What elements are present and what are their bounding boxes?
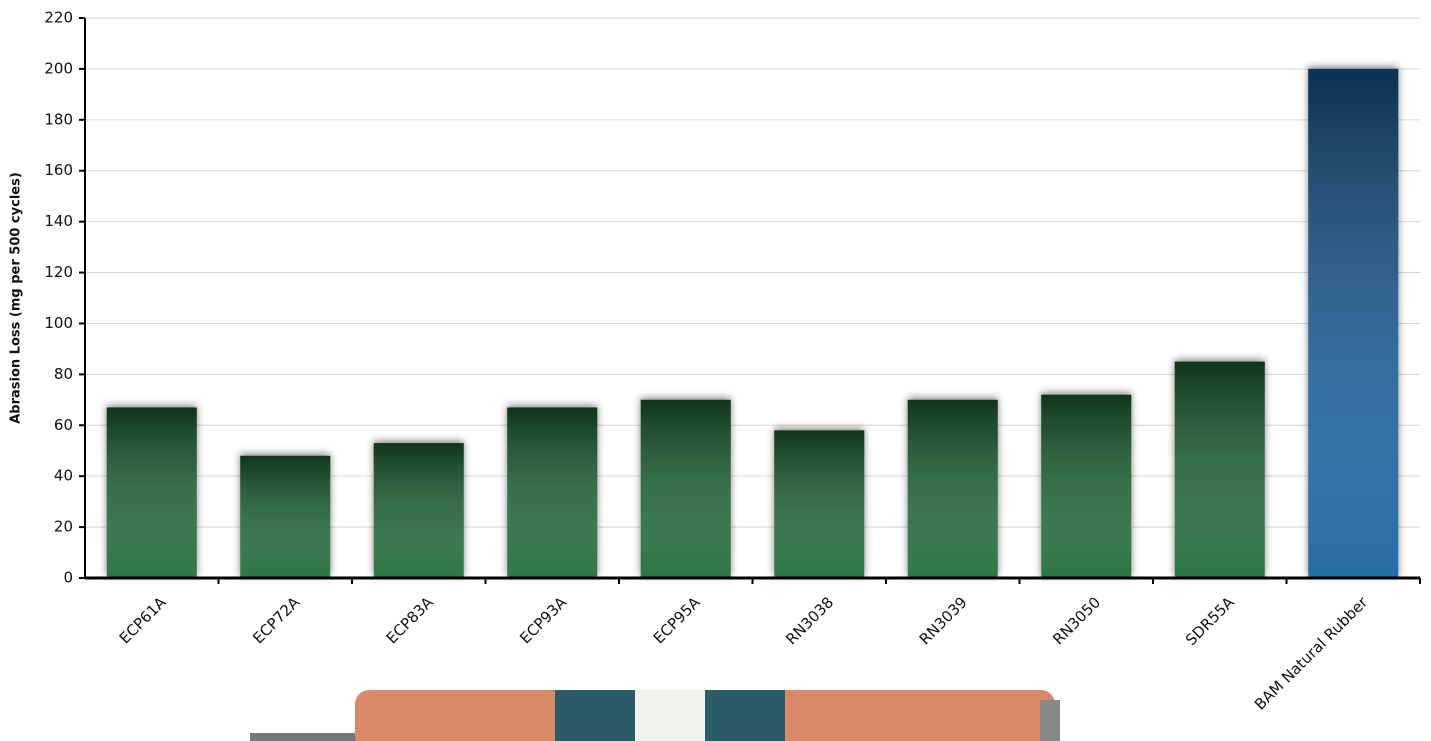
y-tick-label: 200 [44, 59, 73, 77]
roller-illustration [250, 690, 1060, 741]
x-tick-label: ECP72A [249, 593, 304, 648]
x-tick-label: RN3050 [1049, 593, 1104, 648]
y-axis-label: Abrasion Loss (mg per 500 cycles) [9, 172, 24, 424]
x-tick-label: ECP83A [383, 593, 438, 648]
y-tick-label: 40 [54, 467, 73, 485]
y-tick-label: 0 [63, 569, 73, 587]
y-tick-label: 160 [44, 161, 73, 179]
bar [1174, 361, 1265, 578]
x-tick-label: ECP93A [516, 593, 571, 648]
y-tick-label: 140 [44, 212, 73, 230]
x-tick-label: SDR55A [1182, 593, 1238, 649]
y-tick-label: 180 [44, 110, 73, 128]
y-tick-label: 100 [44, 314, 73, 332]
bar [507, 407, 598, 578]
x-tick-label: BAM Natural Rubber [1251, 593, 1372, 714]
bar [1308, 68, 1399, 578]
y-tick-label: 120 [44, 263, 73, 281]
x-tick-label: RN3038 [782, 593, 837, 648]
y-tick-label: 220 [44, 9, 73, 27]
x-tick-label: ECP61A [116, 593, 171, 648]
bar [106, 407, 197, 578]
bar [774, 430, 865, 578]
y-tick-label: 20 [54, 518, 73, 536]
bar [907, 399, 998, 578]
bar [1041, 394, 1132, 578]
bar [373, 443, 464, 578]
bar [640, 399, 731, 578]
y-tick-label: 60 [54, 416, 73, 434]
y-tick-label: 80 [54, 365, 73, 383]
bar [240, 455, 331, 578]
x-tick-label: RN3039 [916, 593, 971, 648]
x-tick-label: ECP95A [650, 593, 705, 648]
